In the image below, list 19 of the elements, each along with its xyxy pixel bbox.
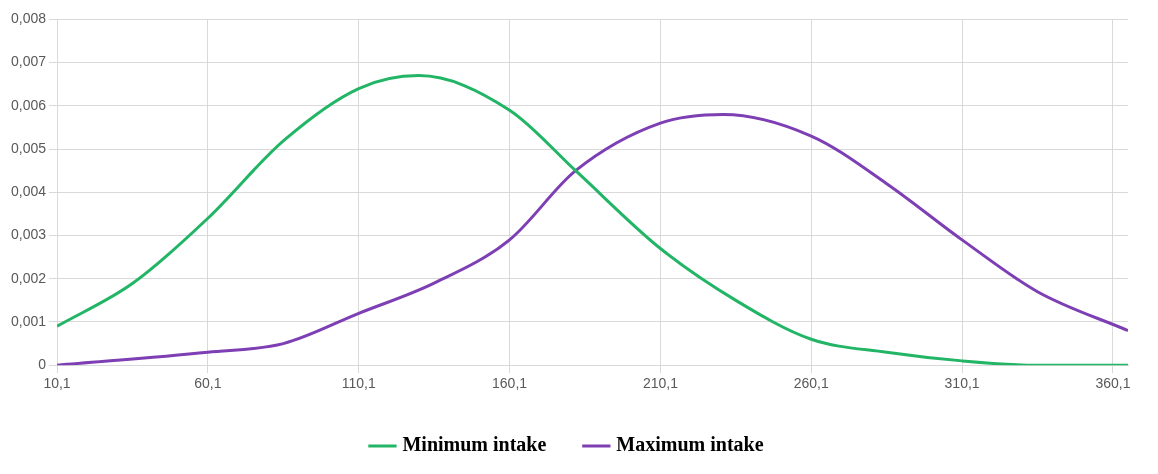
x-tick-label: 310,1 <box>944 375 980 392</box>
x-tick-label: 210,1 <box>642 375 679 392</box>
y-tick-label: 0,001 <box>10 312 47 329</box>
y-tick-label: 0,004 <box>10 183 47 200</box>
legend-label: Maximum intake <box>616 433 764 456</box>
x-tick-label: 160,1 <box>492 375 528 392</box>
y-tick-label: 0,008 <box>10 10 47 27</box>
x-tick-label: 60,1 <box>194 375 222 392</box>
y-tick-label: 0,005 <box>10 139 47 156</box>
y-tick-label: 0,002 <box>10 269 47 286</box>
y-tick-label: 0,003 <box>10 226 47 243</box>
x-tick-label: 260,1 <box>793 375 829 392</box>
x-tick-label: 10,1 <box>43 375 71 392</box>
x-tick-label: 110,1 <box>341 375 376 392</box>
y-tick-label: 0 <box>38 356 47 373</box>
x-tick-label: 360,1 <box>1095 375 1131 392</box>
y-tick-label: 0,006 <box>10 96 47 113</box>
y-tick-label: 0,007 <box>10 53 47 70</box>
legend-label: Minimum intake <box>402 433 547 456</box>
